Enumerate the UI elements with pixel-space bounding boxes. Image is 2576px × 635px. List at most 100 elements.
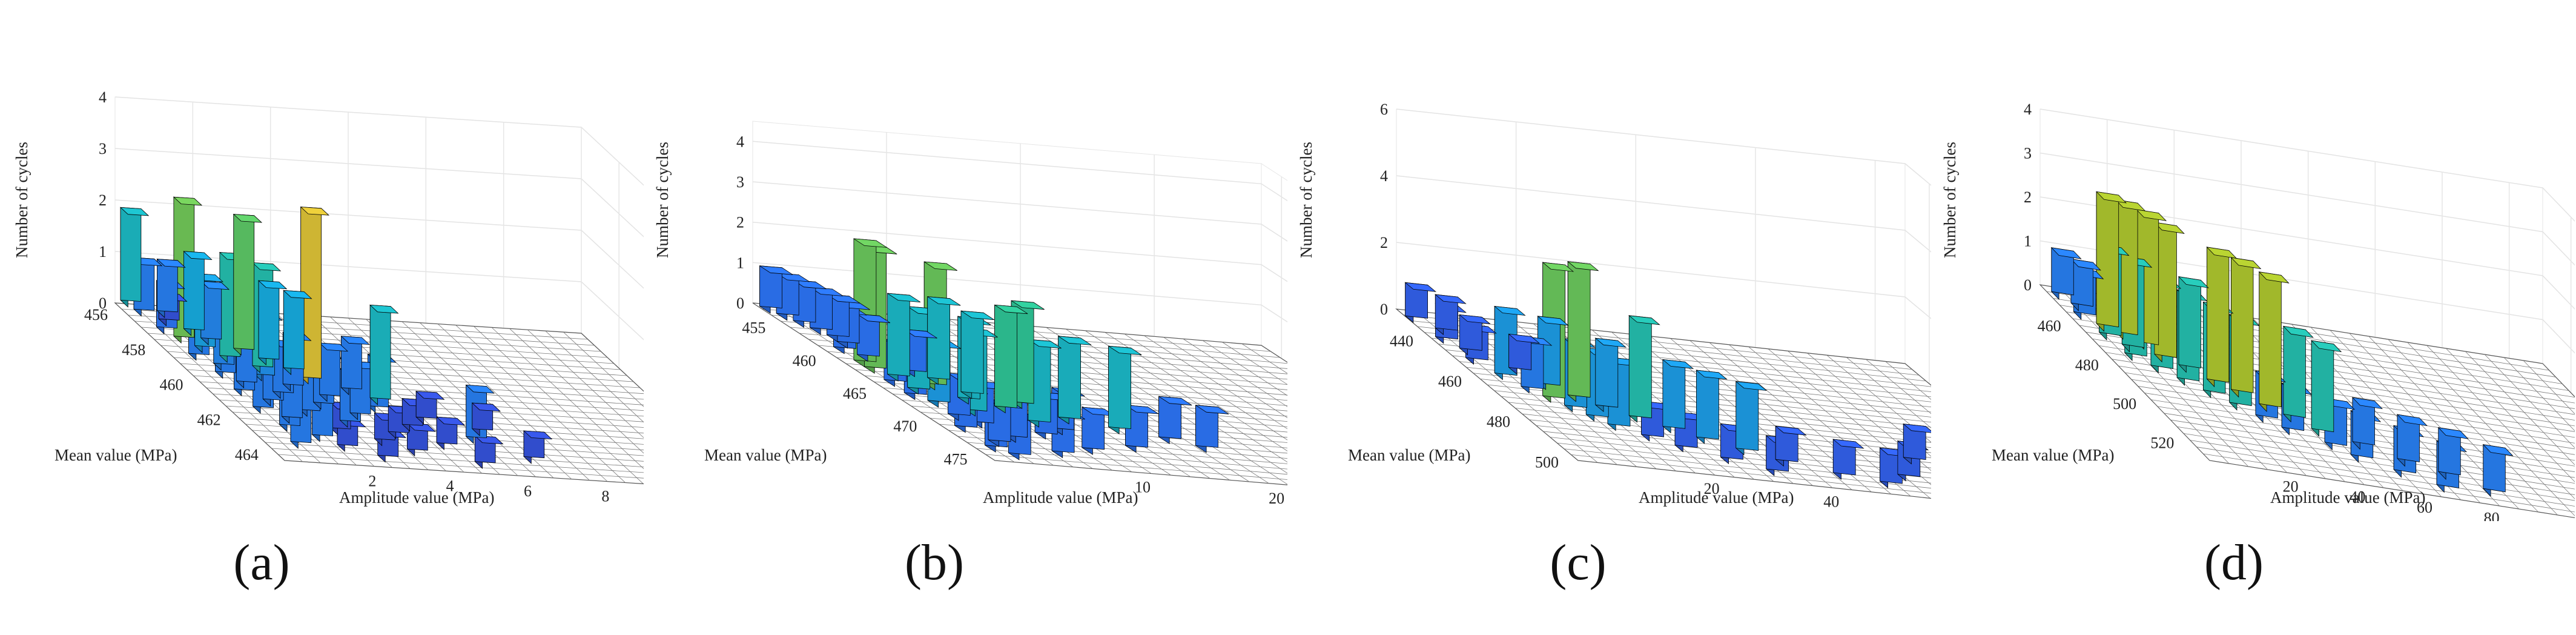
bar bbox=[2258, 271, 2290, 412]
z-ticks-d: 0 1 2 3 4 bbox=[2024, 101, 2032, 294]
z-axis-label: Number of cycles bbox=[13, 142, 31, 258]
x-tick-label: 480 bbox=[1487, 413, 1510, 431]
z-gridline bbox=[752, 262, 1287, 323]
z-tick-label: 3 bbox=[736, 173, 744, 191]
x-tick-label: 500 bbox=[2113, 395, 2136, 413]
panel-label-a: (a) bbox=[233, 534, 290, 591]
y-axis-label: Amplitude value (MPa) bbox=[1639, 488, 1794, 507]
bar bbox=[2482, 444, 2514, 497]
z-tick-label: 6 bbox=[1380, 101, 1388, 118]
x-tick-label: 440 bbox=[1390, 332, 1413, 350]
y-ticks-a: 246810 bbox=[368, 472, 609, 505]
chart-d: 0123446048050052020406080100120140Number… bbox=[1941, 101, 2575, 521]
bar bbox=[2070, 258, 2101, 311]
chart-a: 01234456458460462464246810Number of cycl… bbox=[13, 88, 644, 507]
y-tick-label: 20 bbox=[1269, 490, 1284, 507]
panel-a: 01234456458460462464246810Number of cycl… bbox=[0, 0, 644, 635]
y-tick-label: 8 bbox=[601, 487, 609, 505]
bar bbox=[927, 296, 961, 385]
x-ticks-b: 455 460 465 470 475 bbox=[742, 319, 967, 468]
z-gridline bbox=[1396, 242, 1931, 319]
z-gridline bbox=[752, 181, 1287, 242]
bar bbox=[1774, 425, 1807, 467]
panel-label-c: (c) bbox=[1550, 534, 1607, 591]
y-tick-label: 60 bbox=[2417, 499, 2432, 516]
x-tick-label: 465 bbox=[843, 385, 867, 402]
bar bbox=[471, 402, 501, 437]
x-tick-label: 458 bbox=[122, 341, 145, 359]
x-axis-label: Mean value (MPa) bbox=[1992, 446, 2114, 464]
bar bbox=[2230, 257, 2262, 398]
bar bbox=[856, 313, 891, 362]
x-ticks-d: 460 480 500 520 bbox=[2038, 317, 2175, 451]
x-tick-label: 475 bbox=[944, 450, 968, 468]
bar bbox=[2050, 247, 2082, 300]
bar bbox=[759, 265, 793, 314]
bar bbox=[436, 416, 466, 451]
x-tick-label: 460 bbox=[1438, 373, 1462, 390]
z-axis-label: Number of cycles bbox=[1941, 142, 1959, 258]
panel-label-d: (d) bbox=[2204, 534, 2264, 591]
bars-d bbox=[2050, 191, 2514, 497]
bar bbox=[340, 335, 370, 396]
x-tick-label: 464 bbox=[235, 446, 259, 464]
bar bbox=[183, 250, 213, 336]
z-tick-label: 1 bbox=[99, 243, 107, 261]
bar bbox=[2178, 276, 2210, 373]
bar bbox=[1404, 282, 1437, 324]
bar bbox=[1567, 261, 1599, 402]
z-tick-label: 4 bbox=[1380, 167, 1388, 185]
x-tick-label: 500 bbox=[1535, 453, 1559, 471]
z-tick-label: 0 bbox=[99, 294, 107, 312]
z-tick-label: 4 bbox=[99, 88, 107, 106]
panel-d: 0123446048050052020406080100120140Number… bbox=[1931, 0, 2575, 635]
z-gridline bbox=[752, 141, 1287, 202]
y-axis-label: Amplitude value (MPa) bbox=[2270, 488, 2425, 507]
x-tick-label: 460 bbox=[159, 376, 183, 394]
x-tick-label: 460 bbox=[2038, 317, 2061, 334]
x-tick-label: 520 bbox=[2150, 434, 2174, 452]
z-gridline bbox=[2039, 108, 2575, 222]
bar bbox=[1195, 404, 1229, 453]
chart-c: 024644046048050020406080Number of cycles… bbox=[1297, 101, 1931, 510]
bar bbox=[119, 207, 150, 308]
x-ticks-c: 440 460 480 500 bbox=[1390, 332, 1559, 471]
bar bbox=[1903, 423, 1931, 465]
bar bbox=[2311, 340, 2342, 437]
bars-a bbox=[119, 196, 553, 470]
z-ticks-b: 0 1 2 3 4 bbox=[736, 133, 744, 312]
bar bbox=[2206, 246, 2237, 388]
y-tick-label: 40 bbox=[1823, 493, 1839, 510]
bar bbox=[1628, 314, 1660, 423]
bar bbox=[2396, 414, 2428, 467]
z-tick-label: 4 bbox=[2024, 101, 2032, 118]
bar bbox=[1662, 359, 1694, 434]
y-ticks-b: 102030 bbox=[1135, 478, 1284, 507]
x-ticks-a: 456 458 460 462 464 bbox=[84, 306, 259, 464]
bar bbox=[2282, 325, 2314, 423]
z-gridline bbox=[1396, 175, 1931, 253]
z-tick-label: 2 bbox=[99, 191, 107, 209]
bar bbox=[1435, 294, 1467, 335]
bar bbox=[1508, 333, 1541, 375]
bars-b bbox=[759, 238, 1229, 460]
bar bbox=[2095, 191, 2127, 332]
z-axis-label: Number of cycles bbox=[653, 142, 672, 258]
panel-c: 024644046048050020406080Number of cycles… bbox=[1287, 0, 1931, 635]
y-tick-label: 10 bbox=[1135, 478, 1151, 496]
z-tick-label: 1 bbox=[736, 254, 744, 271]
z-tick-label: 4 bbox=[736, 133, 744, 150]
z-axis-label: Number of cycles bbox=[1297, 142, 1315, 258]
bar bbox=[415, 390, 445, 425]
bar bbox=[156, 258, 186, 319]
bar bbox=[233, 213, 263, 356]
panel-label-b: (b) bbox=[905, 534, 964, 591]
bar bbox=[523, 430, 553, 464]
bar bbox=[887, 293, 921, 382]
x-tick-label: 456 bbox=[84, 306, 108, 324]
y-tick-label: 20 bbox=[1704, 480, 1720, 497]
bar bbox=[1108, 345, 1142, 434]
x-tick-label: 455 bbox=[742, 319, 765, 337]
bar bbox=[1082, 407, 1115, 455]
